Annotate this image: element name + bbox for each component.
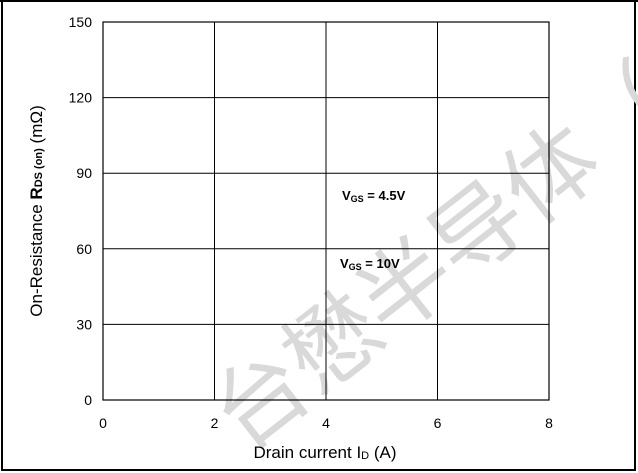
y-tick-labels: 0 30 60 90 120 150 (69, 14, 93, 408)
y-tick-label: 120 (69, 90, 93, 106)
x-axis-label: Drain current ID (A) (253, 443, 396, 462)
annotation-vgs-10v: VGS = 10V (340, 256, 400, 272)
y-tick-label: 150 (69, 14, 93, 30)
x-tick-label: 6 (434, 415, 442, 431)
top-border (0, 0, 638, 2)
y-tick-label: 30 (76, 316, 92, 332)
watermark-text: 台懋半导体（ (192, 47, 638, 471)
grid (103, 22, 549, 400)
x-tick-label: 0 (99, 415, 107, 431)
x-tick-label: 4 (322, 415, 330, 431)
y-tick-label: 60 (76, 241, 92, 257)
annotation-vgs-4-5v: VGS = 4.5V (342, 188, 406, 204)
x-tick-labels: 0 2 4 6 8 (99, 415, 553, 431)
plot-area (102, 21, 550, 401)
y-tick-label: 0 (84, 392, 92, 408)
y-axis-label: On-Resistance RDS (on) (mΩ) (27, 105, 46, 316)
x-tick-label: 2 (211, 415, 219, 431)
x-tick-label: 8 (545, 415, 553, 431)
y-tick-label: 90 (76, 165, 92, 181)
watermark: 台懋半导体（ (192, 47, 638, 471)
